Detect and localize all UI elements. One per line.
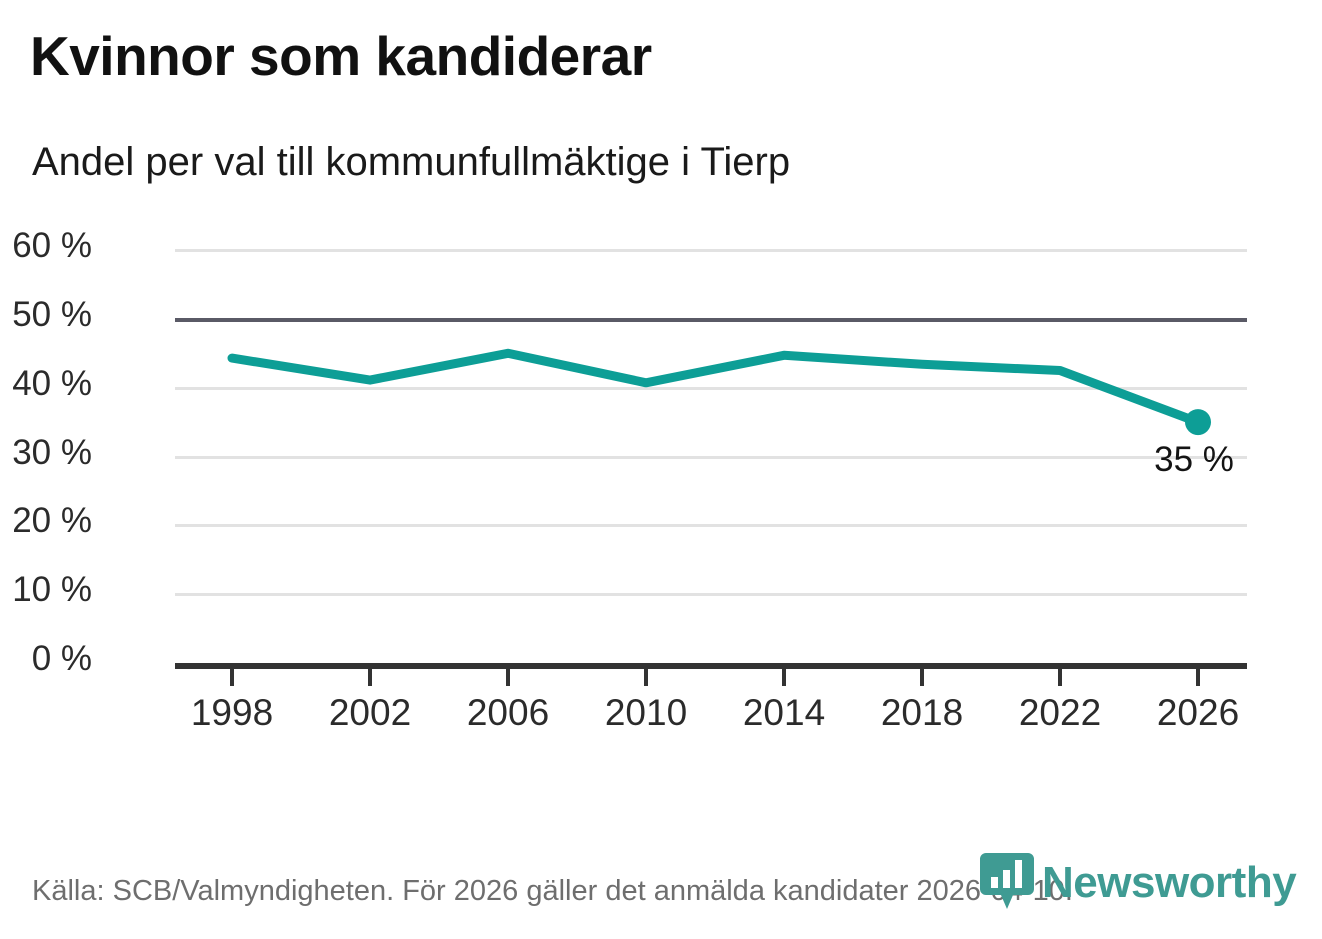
x-tick-2018 (920, 669, 924, 686)
x-tick-2022 (1058, 669, 1062, 686)
x-tick-2006 (506, 669, 510, 686)
gridline-20 (175, 524, 1247, 528)
y-tick-label-20: 20 % (12, 501, 92, 541)
series-line (227, 348, 1203, 427)
y-tick-label-0: 0 % (31, 639, 92, 678)
y-tick-label-60: 60 % (12, 226, 92, 265)
brand-name: Newsworthy (1042, 858, 1297, 907)
y-tick-label-30: 30 % (12, 432, 92, 472)
y-tick-label-10: 10 % (12, 570, 92, 610)
footer: Källa: SCB/Valmyndigheten. För 2026 gäll… (0, 847, 1322, 939)
x-tick-2002 (368, 669, 372, 686)
x-tick-label-2018: 2018 (880, 692, 964, 733)
data-point-label: 35 % (1154, 440, 1234, 480)
x-tick-label-2006: 2006 (466, 692, 550, 733)
x-tick-label-1998: 1998 (190, 692, 274, 733)
x-tick-label-2026: 2026 (1156, 692, 1240, 733)
series-endpoint-marker (1185, 409, 1211, 436)
x-tick-2026 (1196, 669, 1200, 686)
x-tick-2014 (782, 669, 786, 686)
brand-logo: Newsworthy (980, 851, 1297, 915)
x-tick-1998 (230, 669, 234, 686)
gridline-50 (175, 317, 1247, 322)
x-tick-label-2014: 2014 (742, 692, 826, 733)
line-series (227, 348, 1211, 436)
page-title: Kvinnor som kandiderar (30, 25, 652, 87)
plot-area: 0 % 10 % 20 % 30 % 40 % 50 % 60 % 1998 2002 2006… (12, 226, 1247, 733)
gridline-40 (175, 386, 1247, 390)
x-tick-label-2010: 2010 (604, 692, 688, 733)
source-note: Källa: SCB/Valmyndigheten. För 2026 gäll… (32, 875, 1073, 907)
gridline-30 (175, 455, 1247, 459)
y-tick-label-40: 40 % (12, 363, 92, 403)
x-tick-label-2022: 2022 (1018, 692, 1102, 733)
x-tick-label-2002: 2002 (328, 692, 412, 733)
gridline-10 (175, 593, 1247, 597)
x-axis-line (175, 663, 1247, 669)
chart-subtitle: Andel per val till kommunfullmäktige i T… (32, 140, 791, 184)
gridline-60 (175, 249, 1247, 252)
x-tick-2010 (644, 669, 648, 686)
newsworthy-pin-barchart-logo-icon (980, 853, 1034, 909)
y-tick-label-50: 50 % (12, 294, 92, 334)
